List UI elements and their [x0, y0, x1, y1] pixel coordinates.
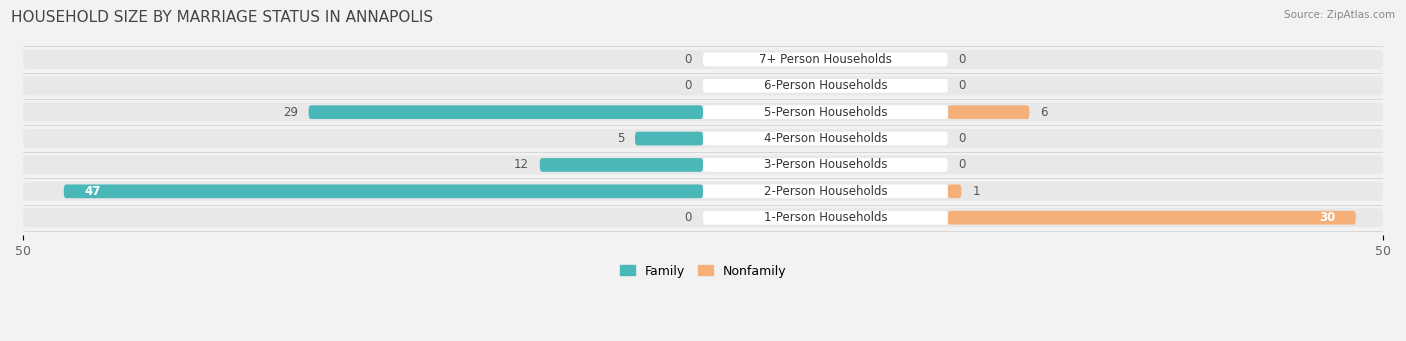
Text: 6: 6 [1040, 106, 1047, 119]
FancyBboxPatch shape [703, 79, 948, 93]
Text: 12: 12 [515, 159, 529, 172]
Text: 2-Person Households: 2-Person Households [763, 185, 887, 198]
Text: 5: 5 [617, 132, 624, 145]
Text: 0: 0 [959, 53, 966, 66]
FancyBboxPatch shape [703, 158, 948, 172]
FancyBboxPatch shape [22, 103, 1384, 122]
FancyBboxPatch shape [703, 211, 948, 225]
FancyBboxPatch shape [948, 184, 962, 198]
Text: 7+ Person Households: 7+ Person Households [759, 53, 891, 66]
Text: 6-Person Households: 6-Person Households [763, 79, 887, 92]
Text: 0: 0 [685, 211, 692, 224]
FancyBboxPatch shape [22, 182, 1384, 201]
FancyBboxPatch shape [703, 184, 948, 198]
FancyBboxPatch shape [22, 50, 1384, 69]
FancyBboxPatch shape [703, 105, 948, 119]
FancyBboxPatch shape [703, 53, 948, 66]
Text: 0: 0 [685, 79, 692, 92]
Text: Source: ZipAtlas.com: Source: ZipAtlas.com [1284, 10, 1395, 20]
FancyBboxPatch shape [308, 105, 703, 119]
Text: 0: 0 [959, 79, 966, 92]
Text: 1: 1 [973, 185, 980, 198]
FancyBboxPatch shape [22, 129, 1384, 148]
Text: 1-Person Households: 1-Person Households [763, 211, 887, 224]
Text: 3-Person Households: 3-Person Households [763, 159, 887, 172]
FancyBboxPatch shape [22, 76, 1384, 95]
FancyBboxPatch shape [948, 211, 1355, 225]
Text: 4-Person Households: 4-Person Households [763, 132, 887, 145]
FancyBboxPatch shape [703, 132, 948, 145]
FancyBboxPatch shape [540, 158, 703, 172]
FancyBboxPatch shape [63, 184, 703, 198]
Legend: Family, Nonfamily: Family, Nonfamily [614, 260, 792, 283]
Text: HOUSEHOLD SIZE BY MARRIAGE STATUS IN ANNAPOLIS: HOUSEHOLD SIZE BY MARRIAGE STATUS IN ANN… [11, 10, 433, 25]
Text: 0: 0 [959, 159, 966, 172]
FancyBboxPatch shape [636, 132, 703, 145]
FancyBboxPatch shape [948, 105, 1029, 119]
Text: 29: 29 [283, 106, 298, 119]
Text: 5-Person Households: 5-Person Households [763, 106, 887, 119]
Text: 30: 30 [1319, 211, 1336, 224]
Text: 0: 0 [959, 132, 966, 145]
Text: 0: 0 [685, 53, 692, 66]
Text: 47: 47 [84, 185, 101, 198]
FancyBboxPatch shape [22, 155, 1384, 175]
FancyBboxPatch shape [22, 208, 1384, 227]
